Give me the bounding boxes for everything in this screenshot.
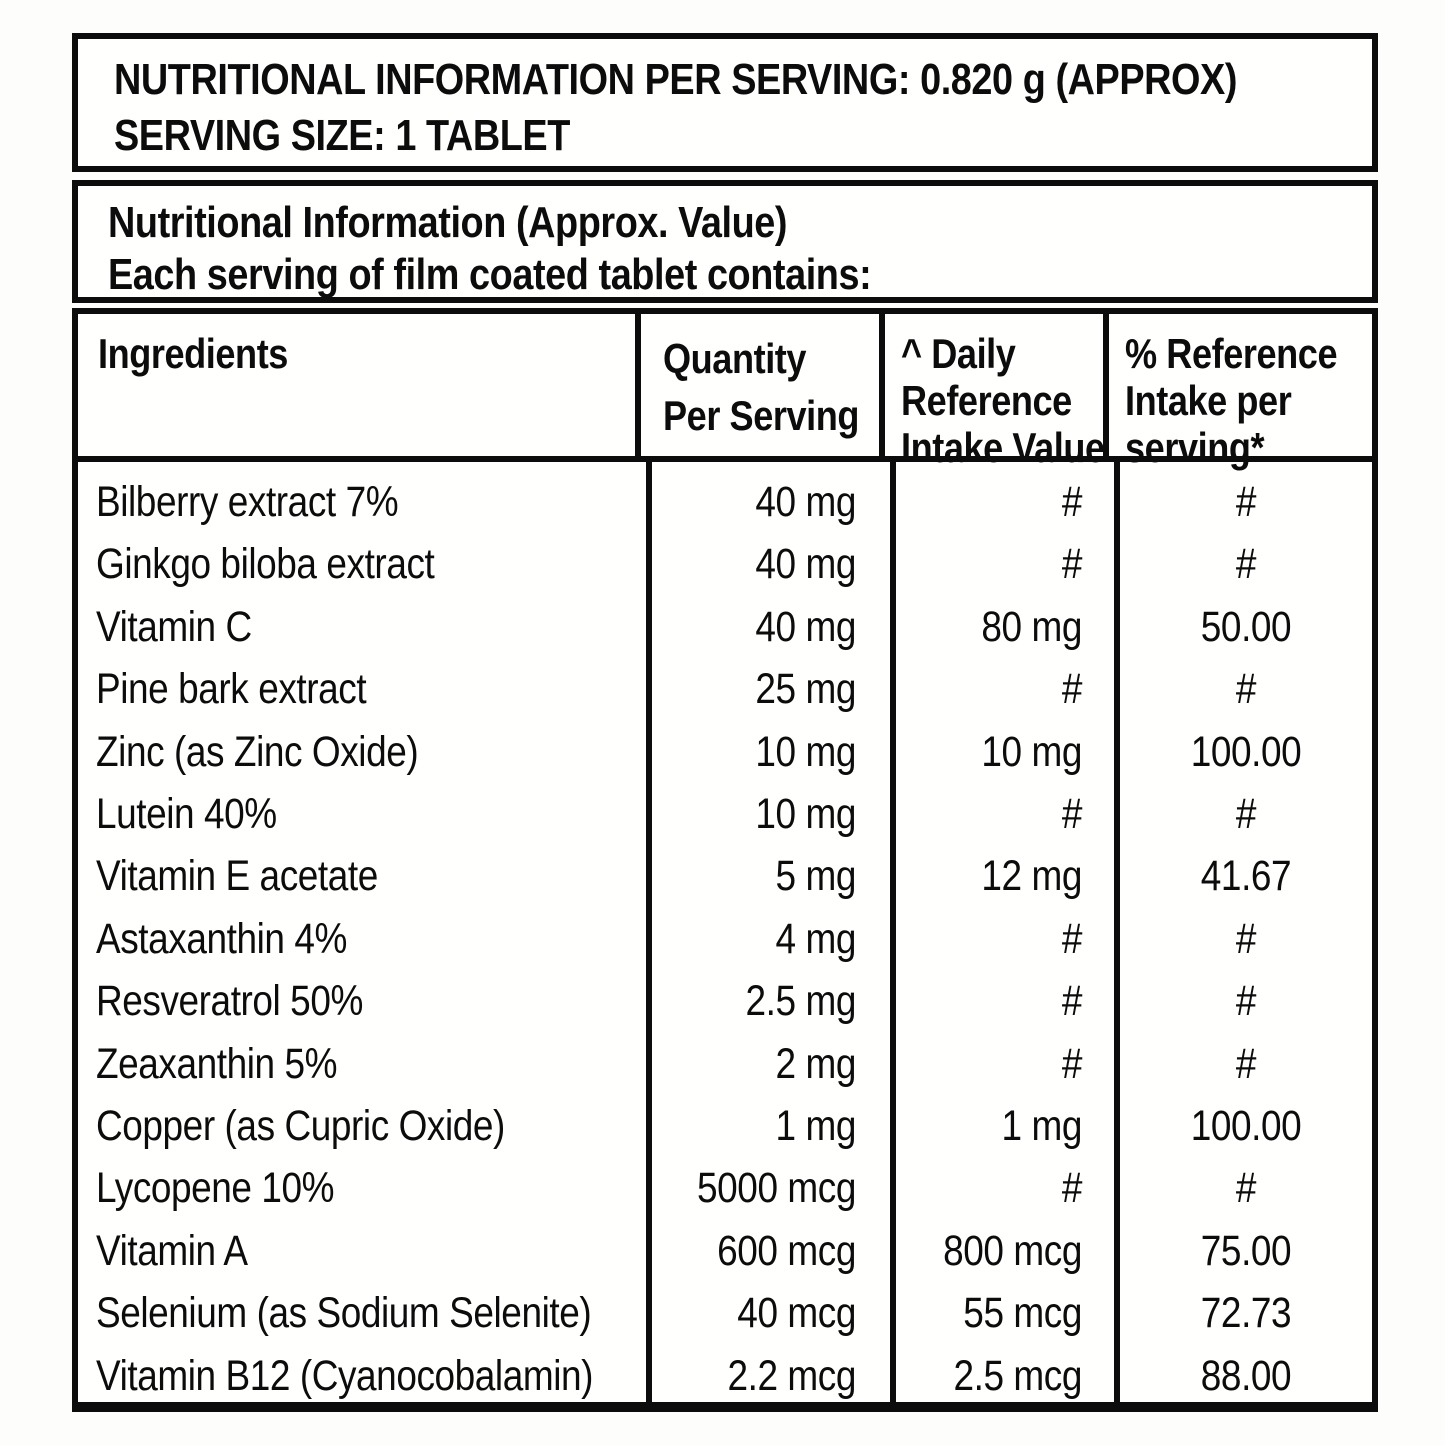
dri-value: 80 mg	[981, 602, 1082, 651]
quantity-value: 25 mg	[755, 665, 856, 714]
quantity-value: 10 mg	[755, 727, 856, 776]
pct-value: #	[1235, 977, 1257, 1026]
pct-value: 100.00	[1190, 1102, 1302, 1151]
ingredient-name: Bilberry extract 7%	[96, 478, 399, 526]
col-header-daily-reference-intake: ^ Daily Reference Intake Value	[885, 314, 1110, 471]
table-body: Bilberry extract 7% Ginkgo biloba extrac…	[78, 462, 1372, 1402]
ingredient-name: Zinc (as Zinc Oxide)	[96, 727, 419, 776]
dri-value: #	[1061, 914, 1083, 963]
header-line: Ingredients	[98, 330, 288, 377]
quantity-value: 2 mg	[775, 1039, 856, 1088]
dri-value: #	[1061, 1164, 1083, 1213]
quantity-value: 600 mcg	[717, 1226, 856, 1275]
ingredient-name: Ginkgo biloba extract	[96, 540, 435, 589]
pct-value: #	[1235, 1039, 1257, 1088]
dri-value: #	[1061, 540, 1083, 589]
dri-value: #	[1061, 665, 1083, 714]
pct-value: 75.00	[1200, 1226, 1292, 1275]
quantity-value: 5 mg	[775, 852, 856, 901]
pct-value: 72.73	[1200, 1289, 1292, 1338]
daily-reference-intake-column: # # 80 mg # 10 mg # 12 mg # # # 1 mg # 8…	[896, 462, 1120, 1402]
header-line: Intake per	[1125, 377, 1292, 424]
nutrition-table: Ingredients Quantity Per Serving ^ Daily…	[72, 308, 1378, 1412]
nutrition-label: NUTRITIONAL INFORMATION PER SERVING: 0.8…	[72, 33, 1378, 1412]
ingredient-name: Lutein 40%	[96, 790, 277, 839]
serving-size-line: SERVING SIZE: 1 TABLET	[114, 111, 570, 160]
quantity-value: 1 mg	[775, 1102, 856, 1151]
pct-value: #	[1235, 1164, 1257, 1213]
ingredient-name: Selenium (as Sodium Selenite)	[96, 1289, 592, 1338]
ingredient-name: Copper (as Cupric Oxide)	[96, 1102, 505, 1151]
quantity-value: 40 mcg	[737, 1289, 856, 1338]
quantity-value: 10 mg	[755, 790, 856, 839]
header-line: serving*	[1125, 424, 1265, 471]
quantity-value: 2.5 mg	[745, 977, 857, 1026]
dri-value: #	[1061, 1039, 1083, 1088]
ingredient-name: Vitamin E acetate	[96, 852, 378, 901]
pct-value: #	[1235, 914, 1257, 963]
pct-value: #	[1235, 790, 1257, 839]
dri-value: 1 mg	[1001, 1102, 1082, 1151]
pct-value: 100.00	[1190, 727, 1302, 776]
pct-value: #	[1235, 540, 1257, 589]
header-line: Quantity	[663, 335, 807, 382]
table-header-row: Ingredients Quantity Per Serving ^ Daily…	[78, 314, 1372, 471]
serving-header-box: NUTRITIONAL INFORMATION PER SERVING: 0.8…	[72, 33, 1378, 172]
dri-value: 800 mcg	[943, 1226, 1082, 1275]
percent-reference-intake-column: # # 50.00 # 100.00 # 41.67 # # # 100.00 …	[1120, 462, 1372, 1402]
quantity-value: 40 mg	[755, 478, 856, 526]
each-serving-line: Each serving of film coated tablet conta…	[108, 250, 872, 299]
quantity-value: 40 mg	[755, 540, 856, 589]
ingredient-name: Lycopene 10%	[96, 1164, 335, 1213]
col-header-percent-reference-intake: % Reference Intake per serving*	[1109, 314, 1372, 471]
ingredients-column: Bilberry extract 7% Ginkgo biloba extrac…	[78, 462, 652, 1402]
ingredient-name: Resveratrol 50%	[96, 977, 363, 1026]
pct-value: 41.67	[1200, 852, 1292, 901]
header-line: Reference	[901, 377, 1073, 424]
quantity-value: 40 mg	[755, 602, 856, 651]
approx-value-line: Nutritional Information (Approx. Value)	[108, 198, 788, 247]
pct-value: 50.00	[1200, 602, 1292, 651]
quantity-column: 40 mg 40 mg 40 mg 25 mg 10 mg 10 mg 5 mg…	[652, 462, 896, 1402]
pct-value: #	[1235, 665, 1257, 714]
ingredient-name: Vitamin B12 (Cyanocobalamin)	[96, 1351, 594, 1400]
nutritional-info-per-serving-line: NUTRITIONAL INFORMATION PER SERVING: 0.8…	[114, 55, 1238, 104]
header-line: Per Serving	[663, 392, 860, 439]
ingredient-name: Vitamin C	[96, 602, 252, 651]
dri-value: 12 mg	[981, 852, 1082, 901]
ingredient-name: Vitamin A	[96, 1226, 248, 1275]
header-line: ^ Daily	[901, 330, 1016, 377]
dri-value: 55 mcg	[963, 1289, 1082, 1338]
col-header-quantity: Quantity Per Serving	[641, 314, 886, 456]
pct-value: 88.00	[1200, 1351, 1292, 1400]
header-line: % Reference	[1125, 330, 1338, 377]
col-header-ingredients: Ingredients	[78, 314, 642, 456]
ingredient-name: Zeaxanthin 5%	[96, 1039, 338, 1088]
dri-value: #	[1061, 977, 1083, 1026]
dri-value: 2.5 mcg	[953, 1351, 1082, 1400]
header-line: Intake Value	[901, 424, 1106, 471]
dri-value: #	[1061, 478, 1083, 526]
dri-value: 10 mg	[981, 727, 1082, 776]
quantity-value: 2.2 mcg	[727, 1351, 856, 1400]
quantity-value: 4 mg	[775, 914, 856, 963]
dri-value: #	[1061, 790, 1083, 839]
ingredient-name: Pine bark extract	[96, 665, 367, 714]
pct-value: #	[1235, 478, 1257, 526]
quantity-value: 5000 mcg	[697, 1164, 856, 1213]
ingredient-name: Astaxanthin 4%	[96, 914, 347, 963]
approx-value-box: Nutritional Information (Approx. Value) …	[72, 180, 1378, 303]
